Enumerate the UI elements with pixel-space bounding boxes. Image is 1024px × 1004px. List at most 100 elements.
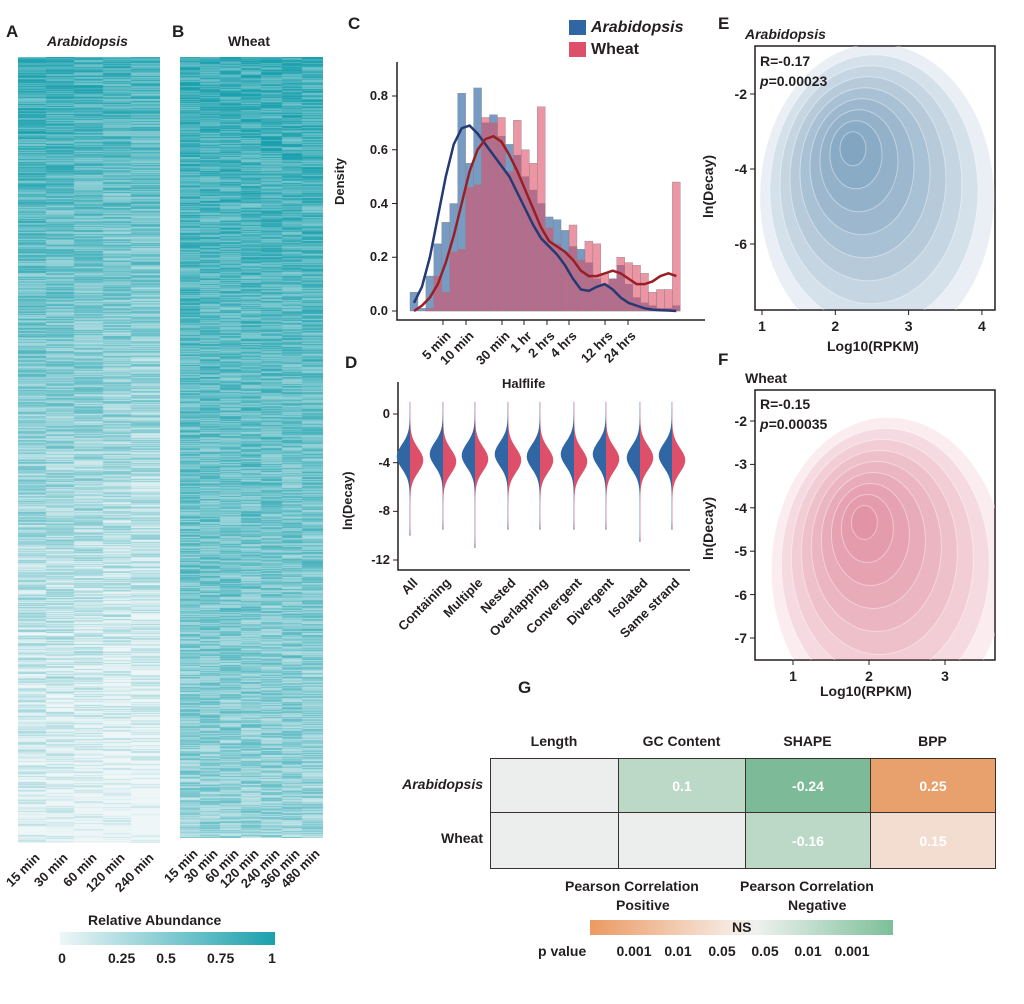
d-violin-wheat (540, 401, 554, 530)
d-violin-arabidopsis (626, 401, 640, 542)
heatmap-a-title: Arabidopsis (47, 33, 128, 49)
panel-label-b: B (172, 22, 185, 41)
d-axes (397, 382, 690, 571)
f-ytick-label: -2 (734, 413, 747, 429)
colorbar-tick: 0 (58, 950, 66, 966)
c-bar-wheat (600, 273, 609, 312)
f-r: R=-0.15 (760, 396, 811, 412)
c-ylabel: Density (332, 158, 347, 205)
heatmap-arabidopsis (18, 57, 160, 843)
p-value-tick: 0.05 (708, 943, 736, 959)
g-cell (490, 812, 619, 869)
d-violin-wheat (574, 401, 588, 530)
e-xlabel: Log10(RPKM) (827, 338, 919, 354)
c-bar-wheat (457, 248, 466, 312)
e-title: Arabidopsis (745, 26, 826, 42)
e-density-contour (789, 76, 947, 282)
c-bar-wheat (592, 243, 601, 312)
d-violin-wheat (672, 401, 686, 530)
c-bar-wheat (505, 171, 514, 312)
colorbar-tick: 0.75 (207, 950, 235, 966)
c-bar-wheat (449, 251, 458, 312)
e-density-contour (799, 87, 931, 259)
g-cell: -0.16 (745, 812, 871, 869)
e-density-contour (839, 131, 867, 167)
c-bar-wheat (441, 291, 450, 312)
e-density-contour (809, 98, 915, 236)
d-violin-wheat (410, 401, 424, 536)
d-violin-arabidopsis (560, 401, 574, 530)
c-axes (396, 62, 705, 321)
ns-label: NS (732, 919, 752, 935)
colorbar-relative-abundance (60, 932, 275, 945)
d-ytick-label: -4 (378, 454, 390, 470)
g-cell (490, 758, 619, 813)
c-kde-arabidopsis (412, 124, 677, 313)
g-cell-value: 0.15 (919, 832, 947, 849)
panel-label-e: E (718, 14, 730, 33)
heatmap-b-title: Wheat (228, 33, 270, 49)
colorbar-tick: 0.25 (108, 950, 136, 966)
e-xtick-label: 2 (831, 318, 840, 334)
f-density-contour (790, 439, 974, 660)
p-value-tick: 0.01 (794, 943, 822, 959)
g-cell-value: 0.1 (672, 777, 692, 794)
e-xtick-label: 3 (904, 318, 913, 334)
g-cell: 0.25 (870, 758, 996, 813)
colorbar-tick: 0.5 (156, 950, 176, 966)
f-ytick-label: -3 (734, 456, 747, 473)
f-density-contour (840, 493, 894, 563)
c-bar-wheat (521, 149, 530, 312)
c-bar-wheat (616, 257, 625, 312)
c-xlabel: Halflife (502, 376, 546, 391)
d-ytick-label: 0 (382, 406, 390, 421)
g-cell: 0.15 (870, 812, 996, 869)
f-p: p=0.00035 (760, 416, 827, 432)
c-bar-wheat (672, 181, 681, 312)
e-ylabel: ln(Decay) (700, 154, 716, 218)
g-row-label: Wheat (441, 830, 483, 846)
f-density-contour (820, 471, 926, 609)
g-legend-negative-1: Pearson Correlation (740, 878, 874, 894)
c-ytick-label: 0.6 (369, 141, 388, 157)
c-bar-wheat (568, 224, 578, 312)
g-row-label: Arabidopsis (402, 776, 483, 792)
g-column-header: Length (530, 733, 578, 749)
g-column-header: SHAPE (783, 733, 832, 749)
c-bar-wheat (608, 278, 617, 312)
d-violin-wheat (606, 401, 620, 530)
f-density-contour (800, 449, 958, 655)
d-violin-wheat (475, 401, 489, 548)
c-bar-wheat (513, 119, 522, 312)
p-value-tick: 0.01 (664, 943, 692, 959)
e-p-label: p (760, 73, 769, 89)
panel-label-a: A (6, 22, 19, 41)
e-r: R=-0.17 (760, 53, 811, 69)
g-cell: 0.1 (618, 758, 746, 813)
e-density-contour (769, 54, 979, 310)
f-xlabel: Log10(RPKM) (820, 683, 912, 699)
f-xtick-label: 2 (865, 668, 873, 684)
e-ytick-label: -6 (734, 236, 747, 252)
d-ylabel: ln(Decay) (340, 471, 355, 530)
d-ytick-label: -8 (378, 503, 390, 519)
d-violin-wheat (508, 401, 522, 530)
c-bar-wheat (473, 184, 482, 312)
c-bar-wheat (537, 106, 546, 312)
d-violin-wheat (443, 401, 457, 530)
d-violin-arabidopsis (592, 401, 606, 530)
panel-label-g: G (518, 678, 532, 697)
f-xtick-label: 3 (941, 668, 949, 684)
d-violin-arabidopsis (526, 401, 540, 530)
c-ytick-label: 0.0 (369, 303, 388, 318)
colorbar-tick: 1 (268, 950, 276, 966)
c-bar-wheat (664, 289, 673, 312)
f-frame (754, 389, 996, 661)
g-legend-positive-1: Pearson Correlation (565, 878, 699, 894)
panel-label-f: F (718, 350, 729, 369)
g-cell (618, 812, 746, 869)
e-ytick-label: -4 (734, 161, 747, 177)
legend-swatch-wheat (569, 42, 586, 57)
